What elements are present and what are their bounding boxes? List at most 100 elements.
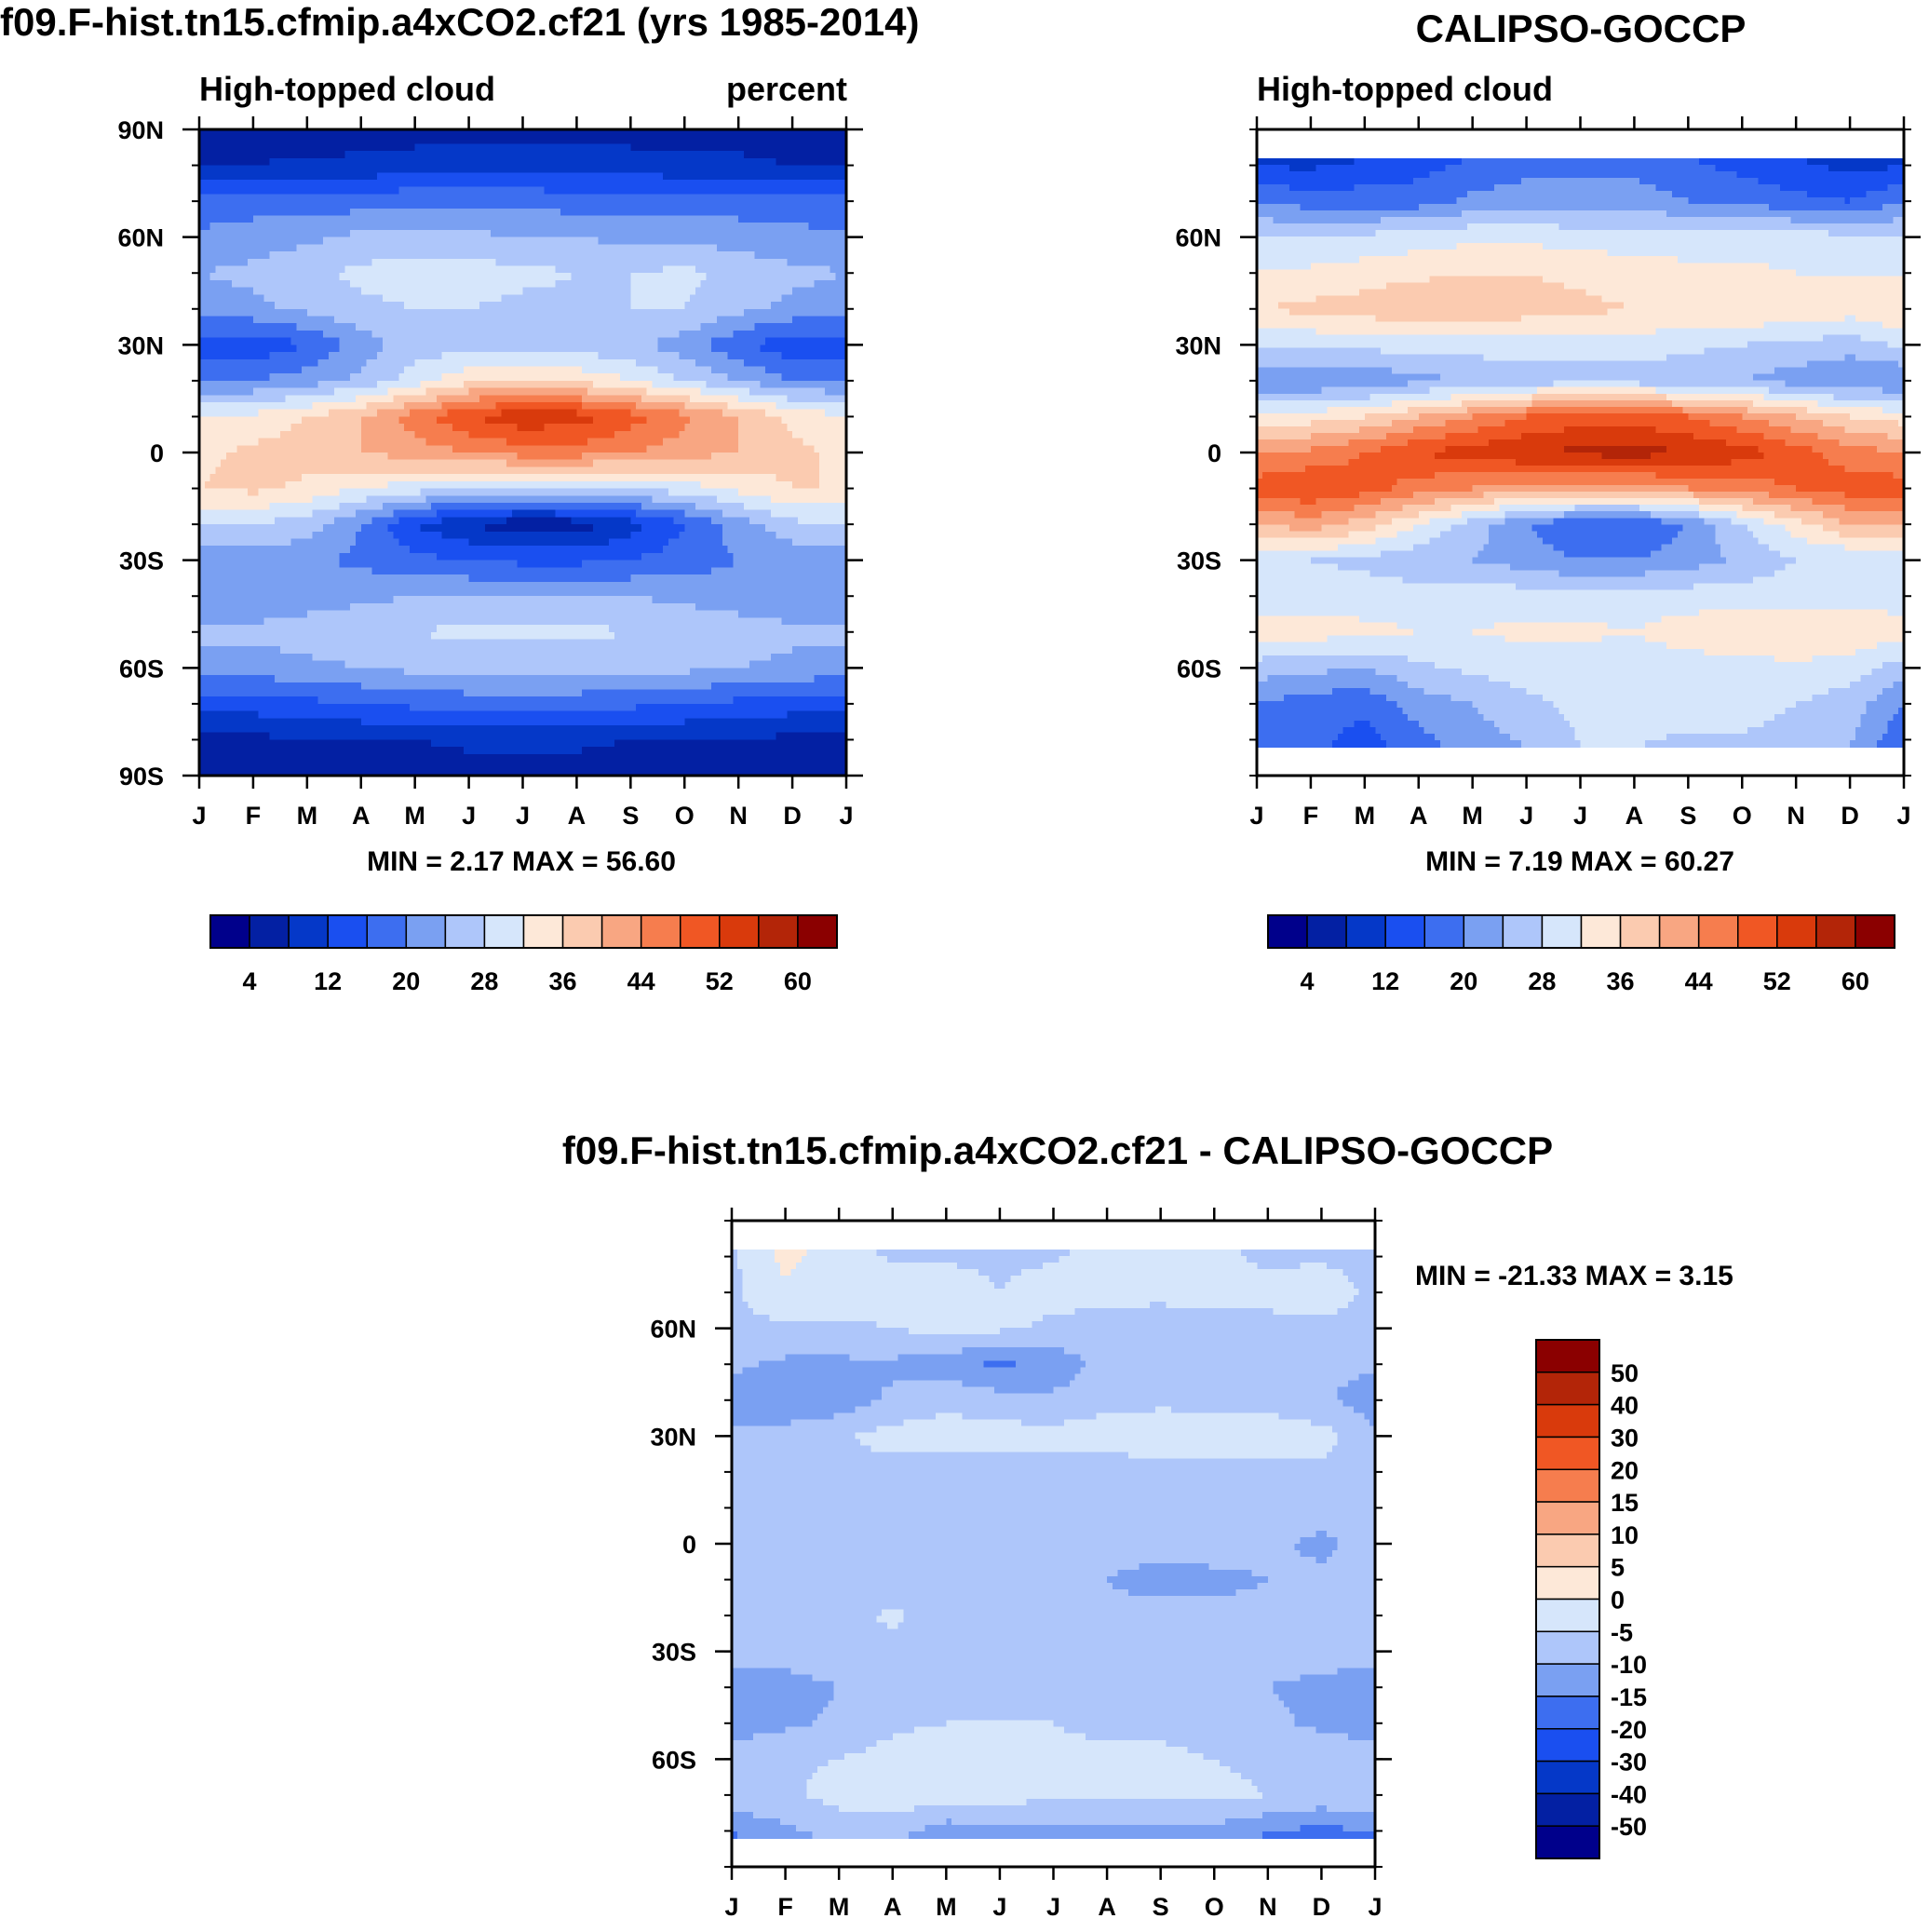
contour-cell [248,194,253,201]
contour-cell [237,158,243,166]
contour-cell [808,166,814,173]
contour-cell [425,158,431,166]
contour-cell [253,166,259,173]
contour-cell [572,187,577,195]
contour-cell [641,143,647,151]
contour-cell [825,166,830,173]
contour-cell [626,143,631,151]
contour-cell [259,166,264,173]
contour-cell [210,166,216,173]
contour-cell [825,137,830,144]
contour-cell [560,151,566,158]
contour-cell [825,187,830,195]
contour-cell [701,187,707,195]
contour-cell [776,158,782,166]
contour-cell [344,158,350,166]
contour-cell [653,151,658,158]
contour-cell [501,151,506,158]
contour-cell [371,143,377,151]
contour-cell [394,172,399,180]
contour-cell [205,137,210,144]
contour-cell [221,137,226,144]
contour-cell [663,143,668,151]
contour-cell [614,166,620,173]
contour-cell [771,187,776,195]
contour-cell [437,172,442,180]
contour-cell [469,180,475,187]
contour-cell [728,180,734,187]
contour-cell [835,166,841,173]
contour-cell [496,187,502,195]
contour-cell [582,180,587,187]
contour-cell [695,151,701,158]
contour-cell [690,187,695,195]
contour-cell [388,143,394,151]
contour-cell [425,172,431,180]
contour-cell [479,187,485,195]
contour-cell [242,158,248,166]
contour-cell [771,151,776,158]
contour-cell [787,137,792,144]
contour-cell [792,187,798,195]
contour-cell [674,180,680,187]
contour-cell [259,151,264,158]
contour-cell [296,143,302,151]
contour-cell [755,151,761,158]
contour-cell [404,151,410,158]
contour-cell [259,158,264,166]
contour-cell [313,172,318,180]
contour-cell [776,180,782,187]
contour-cell [215,172,221,180]
panel-model-subtitle-left: High-topped cloud [199,70,495,108]
contour-cell [344,187,350,195]
contour-cell [744,158,749,166]
contour-cell [647,151,653,158]
contour-cell [307,158,313,166]
contour-cell [684,158,690,166]
contour-cell [728,151,734,158]
contour-cell [367,166,372,173]
contour-cell [749,158,755,166]
contour-cell [259,180,264,187]
contour-cell [361,143,367,151]
contour-cell [755,143,761,151]
contour-cell [290,166,296,173]
contour-cell [695,137,701,144]
contour-cell [290,194,296,201]
contour-cell [280,180,286,187]
contour-cell [653,187,658,195]
contour-cell [464,151,469,158]
contour-cell [479,172,485,180]
contour-cell [738,151,744,158]
contour-cell [323,158,329,166]
contour-cell [674,158,680,166]
contour-cell [447,158,452,166]
contour-cell [344,180,350,187]
contour-cell [749,137,755,144]
contour-cell [549,151,555,158]
contour-cell [226,166,232,173]
contour-cell [512,180,518,187]
contour-cell [782,158,788,166]
contour-cell [647,158,653,166]
contour-cell [232,180,237,187]
contour-cell [663,137,668,144]
contour-cell [523,158,529,166]
contour-cell [264,194,270,201]
contour-cell [313,187,318,195]
contour-cell [485,172,491,180]
contour-cell [738,137,744,144]
contour-cell [437,151,442,158]
contour-cell [317,151,323,158]
contour-cell [394,187,399,195]
contour-cell [738,172,744,180]
contour-cell [296,158,302,166]
contour-cell [609,166,614,173]
contour-cell [728,137,734,144]
contour-cell [733,143,738,151]
contour-cell [404,137,410,144]
contour-cell [469,187,475,195]
contour-cell [491,151,496,158]
contour-cell [533,151,539,158]
contour-cell [572,143,577,151]
